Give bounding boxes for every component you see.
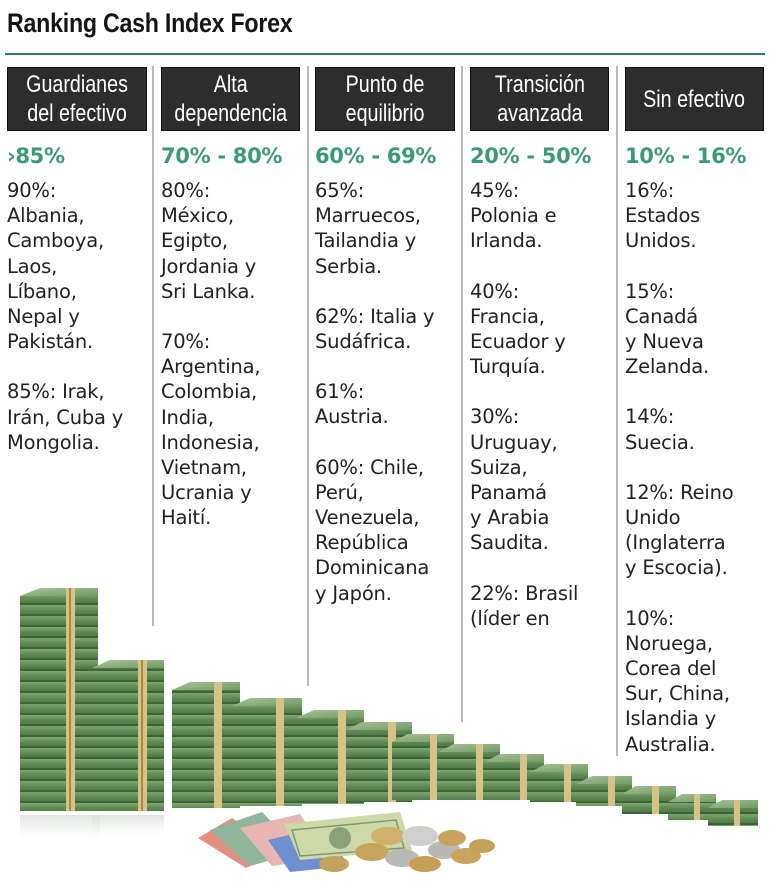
money-stacks-illustration xyxy=(20,588,758,872)
money-stack-icon xyxy=(232,698,302,806)
coins-icon xyxy=(319,826,495,872)
percentage-range: 60% - 69% xyxy=(315,144,437,168)
column-transicion-avanzada: Transición avanzada 20% - 50% 45%: Polon… xyxy=(470,67,609,656)
category-label: Transición avanzada xyxy=(494,71,585,127)
percentage-range: 10% - 16% xyxy=(625,144,747,168)
money-stack-icon xyxy=(20,588,100,845)
category-label-box: Transición avanzada xyxy=(470,67,609,131)
column-punto-de-equilibrio: Punto de equilibrio 60% - 69% 65%: Marru… xyxy=(315,67,455,631)
category-label: Sin efectivo xyxy=(643,85,746,113)
money-stack-icon xyxy=(576,776,632,806)
country-group: 80%: México, Egipto, Jordania y Sri Lank… xyxy=(161,179,257,303)
column-divider xyxy=(616,66,618,756)
country-group: 12%: Reino Unido (Inglaterra y Escocia). xyxy=(625,480,734,580)
country-group: 90%: Albania, Camboya, Laos, Líbano, Nep… xyxy=(7,179,104,354)
country-group: 30%: Uruguay, Suiza, Panamá y Arabia Sau… xyxy=(470,405,558,555)
page-title: Ranking Cash Index Forex xyxy=(7,8,293,38)
country-group: 15%: Canadá y Nueva Zelanda. xyxy=(625,279,710,379)
column-alta-dependencia: Alta dependencia 70% - 80% 80%: México, … xyxy=(161,67,300,556)
column-divider xyxy=(307,66,309,686)
country-group: 65%: Marruecos, Tailandia y Serbia. xyxy=(315,179,421,278)
category-label-box: Alta dependencia xyxy=(161,67,300,131)
country-group: 85%: Irak, Irán, Cuba y Mongolia. xyxy=(7,380,124,454)
category-label: Guardianes del efectivo xyxy=(26,71,128,127)
country-group: 40%: Francia, Ecuador y Turquía. xyxy=(470,279,566,379)
country-group: 70%: Argentina, Colombia, India, Indones… xyxy=(161,330,261,530)
country-group: 61%: Austria. xyxy=(315,380,389,429)
percentage-range: ›85% xyxy=(7,144,65,168)
category-label: Alta dependencia xyxy=(174,71,287,127)
country-group: 22%: Brasil (líder en xyxy=(470,581,579,630)
country-group: 16%: Estados Unidos. xyxy=(625,179,701,253)
percentage-range: 20% - 50% xyxy=(470,144,592,168)
country-group: 60%: Chile, Perú, Venezuela, República D… xyxy=(315,455,430,605)
country-group: 14%: Suecia. xyxy=(625,405,695,454)
category-label: Punto de equilibrio xyxy=(345,71,425,127)
money-stack-icon xyxy=(668,794,716,820)
category-label-box: Sin efectivo xyxy=(625,67,764,131)
country-group: 45%: Polonia e Irlanda. xyxy=(470,179,557,253)
category-label-box: Punto de equilibrio xyxy=(315,67,455,131)
title-rule xyxy=(5,53,765,55)
percentage-range: 70% - 80% xyxy=(161,144,283,168)
column-divider xyxy=(152,66,154,626)
column-guardianes: Guardianes del efectivo ›85% 90%: Albani… xyxy=(7,67,147,480)
money-stack-icon xyxy=(92,660,164,840)
country-group: 10%: Noruega, Corea del Sur, China, Isla… xyxy=(625,606,730,756)
country-group: 62%: Italia y Sudáfrica. xyxy=(315,304,435,354)
category-label-box: Guardianes del efectivo xyxy=(7,67,147,131)
money-stack-icon xyxy=(484,754,544,800)
money-stack-icon xyxy=(622,786,676,814)
column-divider xyxy=(461,66,463,722)
money-stack-icon xyxy=(172,682,240,808)
money-stack-icon xyxy=(708,800,758,826)
column-sin-efectivo: Sin efectivo 10% - 16% 16%: Estados Unid… xyxy=(625,67,764,782)
